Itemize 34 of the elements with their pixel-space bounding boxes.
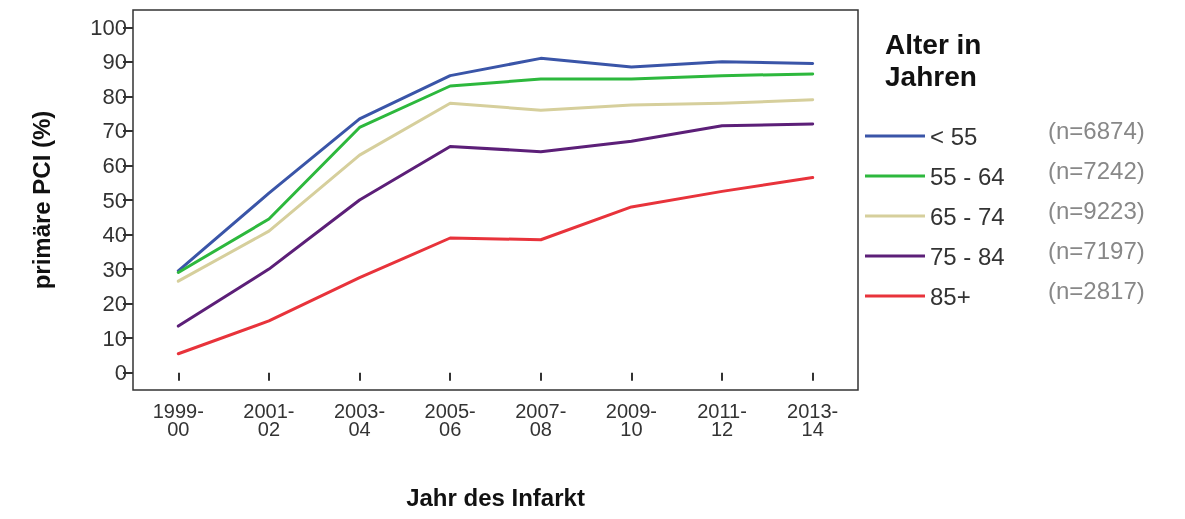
y-axis-title: primäre PCI (%) bbox=[27, 110, 55, 290]
x-tick-label: 2007-08 bbox=[515, 400, 567, 440]
text: (n=7242) bbox=[1048, 156, 1145, 184]
text: (n=7197) bbox=[1048, 236, 1145, 264]
y-tick-label: 30 bbox=[102, 256, 127, 282]
legend-label: 85+ bbox=[930, 282, 971, 310]
x-tick-label: 2001-02 bbox=[243, 400, 295, 440]
y-tick-label: 90 bbox=[102, 49, 127, 75]
line-series bbox=[176, 122, 815, 328]
legend-label: 55 - 64 bbox=[930, 162, 1005, 190]
y-tick-label: 100 bbox=[90, 14, 127, 40]
y-tick-label: 70 bbox=[102, 118, 127, 144]
line-series bbox=[176, 176, 815, 356]
x-tick-label: 1999-00 bbox=[152, 400, 204, 440]
text: (n=9223) bbox=[1048, 196, 1145, 224]
x-axis-title: Jahr des Infarkt bbox=[406, 483, 585, 511]
legend-title: Alter in Jahren bbox=[885, 28, 982, 92]
x-tick-label: 2013-14 bbox=[787, 400, 839, 440]
legend-label: 65 - 74 bbox=[930, 202, 1005, 230]
y-tick-label: 60 bbox=[102, 152, 127, 178]
x-tick-label: 2011-12 bbox=[697, 400, 747, 440]
y-tick-label: 40 bbox=[102, 222, 127, 248]
text: (n=2817) bbox=[1048, 276, 1145, 304]
legend-label: < 55 bbox=[930, 122, 978, 150]
x-tick-label: 2009-10 bbox=[605, 400, 658, 440]
y-tick-label: 80 bbox=[102, 83, 127, 109]
y-tick-label: 10 bbox=[102, 325, 127, 351]
x-tick-label: 2003-04 bbox=[333, 400, 386, 440]
line-series bbox=[176, 98, 815, 283]
text: (n=6874) bbox=[1048, 116, 1145, 144]
legend-label: 75 - 84 bbox=[930, 242, 1005, 270]
y-tick-label: 20 bbox=[102, 291, 127, 317]
x-tick-label: 2005-06 bbox=[424, 400, 476, 440]
y-tick-label: 50 bbox=[102, 187, 127, 213]
